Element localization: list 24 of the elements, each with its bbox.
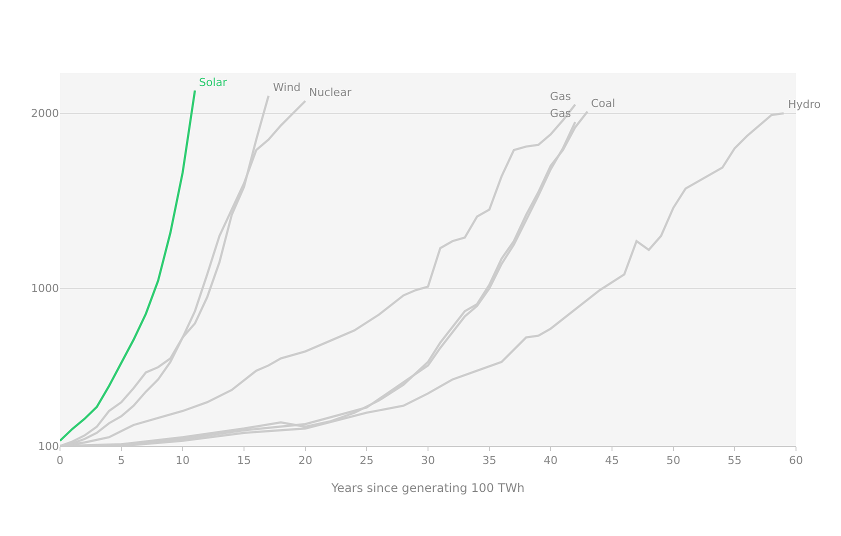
series-label: Nuclear bbox=[309, 86, 352, 99]
x-tick-label: 5 bbox=[118, 454, 125, 468]
series-label: Wind bbox=[273, 81, 301, 94]
x-tick-label: 0 bbox=[56, 454, 64, 468]
x-tick-label: 60 bbox=[789, 454, 803, 468]
series-label: Gas bbox=[550, 107, 572, 120]
y-tick-label: 100 bbox=[38, 440, 59, 453]
series-label: Coal bbox=[591, 97, 616, 110]
x-tick-label: 20 bbox=[298, 454, 312, 468]
x-tick-label: 10 bbox=[176, 454, 190, 468]
x-tick-label: 45 bbox=[605, 454, 619, 468]
x-axis-title: Years since generating 100 TWh bbox=[330, 481, 525, 495]
x-tick-label: 55 bbox=[728, 454, 742, 468]
series-label: Solar bbox=[199, 76, 228, 89]
x-tick-label: 30 bbox=[421, 454, 435, 468]
x-tick-label: 35 bbox=[482, 454, 496, 468]
series-label: Hydro bbox=[788, 98, 822, 111]
y-tick-label: 1000 bbox=[31, 282, 59, 296]
x-tick-label: 25 bbox=[360, 454, 374, 468]
x-tick-label: 50 bbox=[666, 454, 680, 468]
x-tick-label: 15 bbox=[237, 454, 251, 468]
x-tick-label: 40 bbox=[544, 454, 558, 468]
y-tick-label: 2000 bbox=[31, 107, 59, 120]
series-label: Gas bbox=[550, 90, 572, 103]
